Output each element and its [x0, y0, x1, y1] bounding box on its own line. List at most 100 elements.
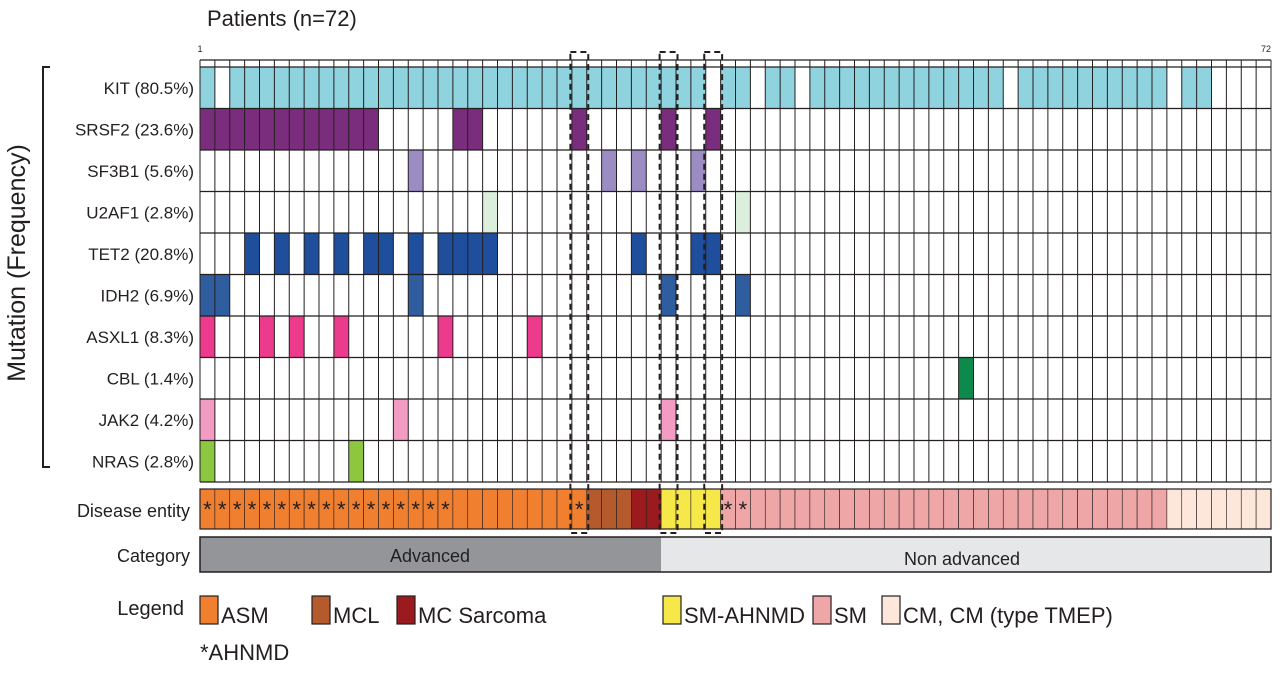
empty-cell	[824, 191, 840, 233]
empty-cell	[1003, 191, 1019, 233]
empty-cell	[958, 274, 974, 316]
advanced-category-label: Advanced	[390, 546, 470, 566]
empty-cell	[914, 316, 929, 358]
empty-cell	[1018, 233, 1034, 275]
mutation-cell	[1107, 67, 1123, 109]
empty-cell	[854, 399, 870, 441]
empty-cell	[348, 274, 364, 316]
empty-cell	[809, 108, 825, 150]
empty-cell	[512, 440, 528, 482]
empty-cell	[1047, 274, 1063, 316]
empty-cell	[631, 274, 647, 316]
ahnmd-asterisk: *	[292, 497, 301, 522]
empty-cell	[958, 316, 974, 358]
empty-cell	[869, 440, 885, 482]
empty-cell	[289, 150, 305, 192]
empty-cell	[973, 233, 989, 275]
mutation-cell	[319, 108, 334, 150]
mutation-cell	[1047, 67, 1063, 109]
empty-cell	[914, 357, 929, 399]
disease-cell	[898, 488, 915, 530]
empty-cell	[884, 399, 900, 441]
disease-row-label: Disease entity	[77, 501, 190, 521]
ahnmd-asterisk: *	[441, 497, 450, 522]
empty-cell	[1003, 274, 1019, 316]
empty-cell	[378, 316, 394, 358]
empty-cell	[735, 399, 751, 441]
empty-cell	[1047, 191, 1063, 233]
legend-label: SM	[834, 603, 867, 628]
legend-label: CM, CM (type TMEP)	[903, 603, 1113, 628]
empty-cell	[214, 150, 230, 192]
empty-cell	[884, 357, 900, 399]
empty-cell	[1152, 316, 1167, 358]
empty-cell	[705, 150, 721, 192]
empty-cell	[1166, 274, 1182, 316]
empty-cell	[512, 150, 528, 192]
empty-cell	[363, 440, 379, 482]
mutation-cell	[348, 67, 364, 109]
empty-cell	[601, 191, 617, 233]
empty-cell	[319, 191, 334, 233]
empty-cell	[482, 316, 498, 358]
disease-cell	[958, 488, 974, 530]
mutation-cell	[780, 67, 796, 109]
empty-cell	[973, 191, 989, 233]
empty-cell	[720, 440, 736, 482]
mutation-cell	[973, 67, 989, 109]
empty-cell	[780, 191, 796, 233]
non-advanced-category-bar	[661, 537, 1272, 572]
empty-cell	[988, 191, 1004, 233]
empty-cell	[1256, 274, 1272, 316]
mutation-cell	[705, 108, 721, 150]
empty-cell	[824, 274, 840, 316]
empty-cell	[319, 440, 334, 482]
empty-cell	[616, 108, 632, 150]
empty-cell	[214, 357, 230, 399]
empty-cell	[586, 108, 602, 150]
empty-cell	[1256, 316, 1272, 358]
empty-cell	[661, 233, 677, 275]
ahnmd-asterisk: *	[382, 497, 391, 522]
empty-cell	[438, 440, 453, 482]
empty-cell	[720, 399, 736, 441]
empty-cell	[1137, 274, 1153, 316]
mutation-cell	[214, 274, 230, 316]
empty-cell	[676, 399, 691, 441]
mutation-cell	[482, 233, 498, 275]
empty-cell	[914, 274, 929, 316]
empty-cell	[1107, 440, 1123, 482]
empty-cell	[616, 233, 632, 275]
empty-cell	[214, 440, 230, 482]
empty-cell	[289, 233, 305, 275]
empty-cell	[884, 440, 900, 482]
disease-cell	[452, 488, 469, 530]
mutation-cell	[274, 108, 290, 150]
ahnmd-asterisk: *	[367, 497, 376, 522]
empty-cell	[928, 150, 944, 192]
empty-cell	[1122, 316, 1138, 358]
empty-cell	[571, 399, 587, 441]
empty-cell	[1003, 399, 1019, 441]
mutation-cell	[661, 67, 677, 109]
legend-title: Legend	[117, 598, 184, 620]
empty-cell	[1137, 108, 1153, 150]
empty-cell	[467, 357, 483, 399]
empty-cell	[497, 274, 513, 316]
empty-cell	[1092, 274, 1108, 316]
empty-cell	[973, 440, 989, 482]
empty-cell	[1018, 150, 1034, 192]
disease-cell	[1136, 488, 1153, 530]
empty-cell	[1152, 233, 1167, 275]
mutation-cell	[200, 316, 215, 358]
mutation-cell	[333, 316, 349, 358]
disease-cell	[1255, 488, 1272, 530]
empty-cell	[854, 108, 870, 150]
mutation-cell	[1122, 67, 1138, 109]
empty-cell	[1047, 233, 1063, 275]
empty-cell	[527, 440, 543, 482]
disease-cell	[750, 488, 766, 530]
empty-cell	[661, 150, 677, 192]
empty-cell	[958, 108, 974, 150]
empty-cell	[765, 316, 781, 358]
